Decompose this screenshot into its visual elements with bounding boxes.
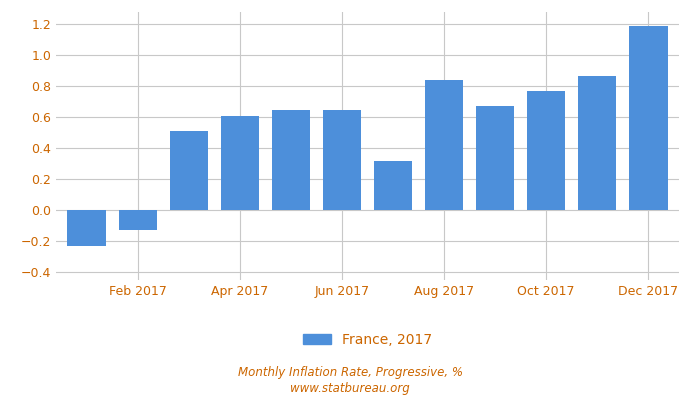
Legend: France, 2017: France, 2017 — [298, 327, 438, 352]
Bar — [272, 110, 310, 210]
Bar — [67, 210, 106, 246]
Bar — [476, 106, 514, 210]
Bar — [374, 161, 412, 210]
Bar — [578, 76, 617, 210]
Bar — [527, 91, 566, 210]
Bar — [425, 80, 463, 210]
Text: Monthly Inflation Rate, Progressive, %: Monthly Inflation Rate, Progressive, % — [237, 366, 463, 379]
Bar — [220, 116, 259, 210]
Bar — [323, 110, 361, 210]
Bar — [629, 26, 668, 210]
Text: www.statbureau.org: www.statbureau.org — [290, 382, 410, 395]
Bar — [169, 131, 208, 210]
Bar — [118, 210, 157, 230]
